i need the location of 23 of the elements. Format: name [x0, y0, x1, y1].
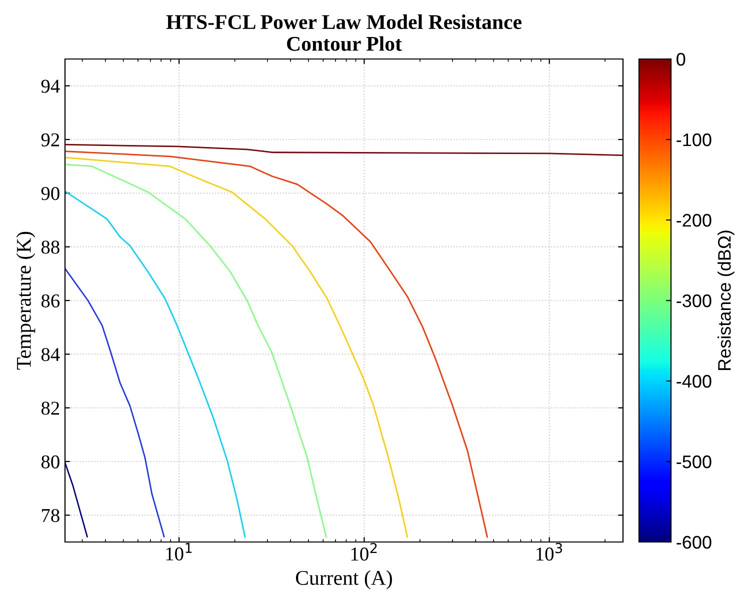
y-axis-title: Temperature (K)	[16, 232, 36, 370]
x-axis-title: Current (A)	[296, 570, 392, 590]
y-tick-label: 84	[41, 348, 60, 362]
color-bar-label: 0	[676, 52, 686, 66]
y-tick-label: 86	[41, 294, 60, 308]
color-bar-label: -100	[676, 133, 712, 146]
y-tick-label: 78	[42, 508, 60, 522]
color-bar-label: -400	[676, 374, 712, 388]
y-tick-label: 90	[41, 186, 60, 200]
x-tick-label: 10$^{3}$	[536, 542, 562, 561]
y-tick-label: 80	[41, 455, 60, 468]
x-tick-label: 10$^{2}$	[351, 542, 377, 561]
chart-title: HTS-FCL Power Law Model Resistance Contour Plot	[166, 14, 522, 51]
color-bar-label: -200	[676, 214, 712, 227]
x-tick-label: 10$^{1}$	[166, 542, 192, 560]
y-tick-label: 88	[41, 240, 60, 254]
color-bar-title: Resistance (dBΩ)	[718, 230, 734, 370]
y-tick-label: 94	[41, 80, 60, 93]
color-bar-label: -500	[676, 455, 712, 468]
y-tick-label: 82	[41, 402, 60, 415]
color-bar-label: -300	[676, 294, 712, 308]
color-bar-label: -600	[676, 536, 712, 549]
y-tick-label: 92	[41, 133, 60, 146]
